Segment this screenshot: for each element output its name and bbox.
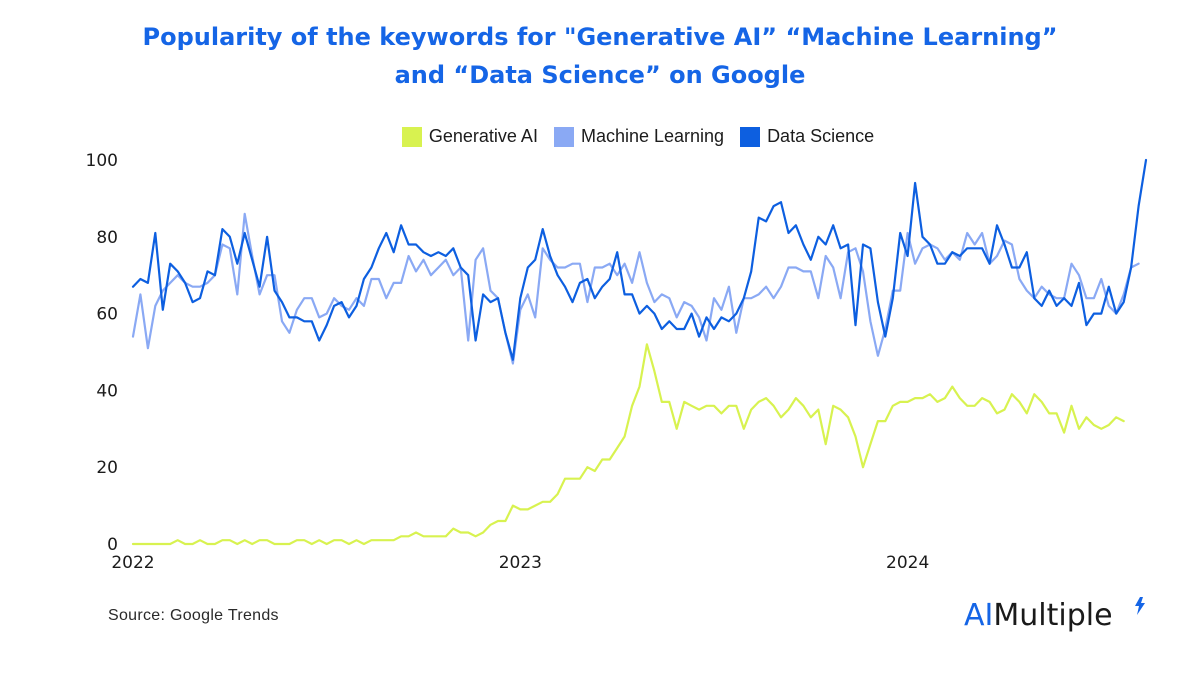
- lightning-icon: [1135, 597, 1145, 615]
- y-tick-label-100: 100: [86, 151, 118, 171]
- chart-legend: Generative AI Machine Learning Data Scie…: [0, 126, 1200, 147]
- source-note: Source: Google Trends: [108, 607, 279, 624]
- x-tick-label-2024: 2024: [886, 553, 929, 573]
- logo-ai-text: AI: [964, 598, 994, 633]
- aimultiple-logo: AIMultiple: [964, 598, 1113, 633]
- y-tick-label-0: 0: [107, 535, 118, 555]
- legend-swatch-generative-ai: [401, 126, 422, 147]
- legend-item-generative-ai: Generative AI: [401, 126, 538, 147]
- series-line-machine-learning: [131, 212, 1140, 365]
- legend-swatch-data-science: [740, 126, 761, 147]
- chart-title-line-2: and “Data Science” on Google: [394, 61, 806, 89]
- y-axis-ticks: 0 20 40 60 80 100: [86, 151, 118, 555]
- y-tick-label-80: 80: [96, 228, 118, 248]
- chart-title-line-1: Popularity of the keywords for "Generati…: [142, 23, 1058, 51]
- x-tick-label-2022: 2022: [111, 553, 154, 573]
- y-tick-label-60: 60: [96, 305, 118, 325]
- legend-label-data-science: Data Science: [767, 126, 875, 146]
- chart-title: Popularity of the keywords for "Generati…: [0, 18, 1200, 94]
- legend-item-data-science: Data Science: [740, 126, 874, 147]
- x-tick-label-2023: 2023: [499, 553, 542, 573]
- x-axis-ticks: 2022 2023 2024: [111, 553, 929, 573]
- legend-label-generative-ai: Generative AI: [428, 126, 538, 146]
- legend-swatch-machine-learning: [553, 126, 574, 147]
- series-lines: [131, 158, 1148, 546]
- y-tick-label-40: 40: [96, 381, 118, 401]
- logo-multiple-text: Multiple: [993, 598, 1113, 633]
- y-tick-label-20: 20: [96, 458, 118, 478]
- series-line-generative-ai: [131, 343, 1125, 546]
- legend-item-machine-learning: Machine Learning: [553, 126, 725, 147]
- series-line-data-science: [131, 158, 1148, 361]
- legend-label-machine-learning: Machine Learning: [580, 126, 725, 146]
